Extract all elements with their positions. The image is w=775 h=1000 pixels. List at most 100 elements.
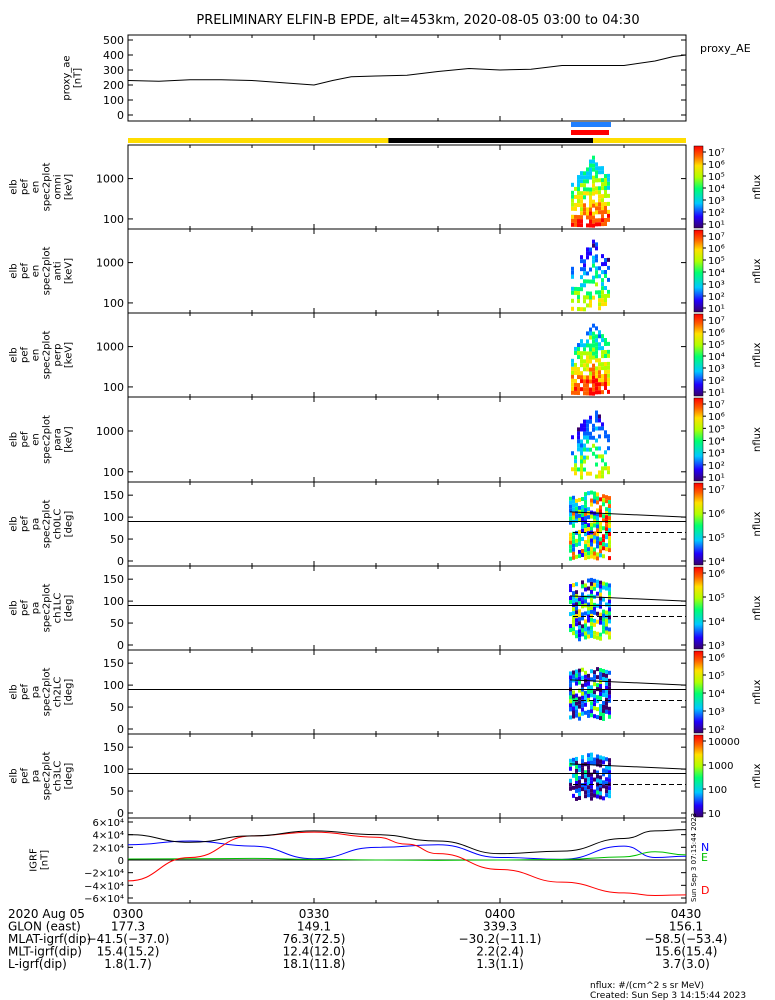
y-tick-label: 100 [103, 763, 124, 776]
spec-cell [587, 777, 590, 782]
spec-cell [601, 170, 604, 175]
spec-cell [596, 683, 599, 688]
spec-cell [574, 463, 577, 468]
spec-cell [574, 390, 577, 395]
spec-cell [583, 183, 586, 188]
spec-cell [608, 540, 611, 545]
spec-cell [604, 430, 607, 435]
spec-cell [581, 580, 584, 585]
spec-cell [578, 768, 581, 773]
spec-cell [571, 435, 574, 440]
spec-cell [580, 223, 583, 228]
spec-cell [569, 600, 572, 605]
spec-cell [602, 538, 605, 543]
spec-cell [583, 259, 586, 264]
spec-cell [593, 551, 596, 556]
spec-cell [587, 713, 590, 718]
spec-cell [605, 535, 608, 540]
ae-line [127, 54, 687, 86]
spec-cell [608, 583, 611, 588]
spec-cell [599, 549, 602, 554]
spec-cell [599, 521, 602, 526]
spec-cell [583, 263, 586, 268]
spec-cell [595, 454, 598, 459]
spec-cell [583, 187, 586, 192]
spec-cell [592, 351, 595, 356]
spec-cell [601, 374, 604, 379]
y-tick-label: 100 [103, 381, 124, 394]
spec-cell [577, 219, 580, 224]
spec-cell [608, 524, 611, 529]
spec-cell [577, 351, 580, 356]
y-tick-label: 1000 [96, 173, 124, 186]
panel-ylabel-line: en [31, 433, 42, 446]
orbit-row-label: 2020 Aug 05 [8, 907, 85, 921]
spec-cell [601, 454, 604, 459]
spec-cell [569, 679, 572, 684]
orbit-row-value: 177.3 [111, 920, 145, 934]
spec-cell [581, 604, 584, 609]
spec-cell [581, 624, 584, 629]
spec-cell [581, 703, 584, 708]
spec-cell [575, 713, 578, 718]
spec-cell [571, 451, 574, 456]
spec-cell [584, 524, 587, 529]
spec-cell [575, 618, 578, 623]
spec-cell [605, 793, 608, 798]
spec-cell [569, 512, 572, 517]
spec-cell [584, 512, 587, 517]
spec-cell [595, 174, 598, 179]
spec-cell [569, 762, 572, 767]
orbit-row-value: −30.2(−11.1) [459, 932, 542, 946]
orbit-row-value: −58.5(−53.4) [645, 932, 728, 946]
spec-cell [602, 768, 605, 773]
spec-cell [584, 595, 587, 600]
spec-cell [577, 383, 580, 388]
panel-ylabel-line: spec2plot [42, 415, 53, 464]
spec-cell [584, 520, 587, 525]
spec-cell [580, 203, 583, 208]
eclipse-bar [388, 138, 593, 143]
spec-cell [608, 682, 611, 687]
spec-cell [571, 358, 574, 363]
spec-cell [589, 387, 592, 392]
spec-cell [578, 680, 581, 685]
spec-cell [569, 540, 572, 545]
spec-cell [587, 765, 590, 770]
spec-cell [580, 455, 583, 460]
spec-cell [581, 509, 584, 514]
spec-cell [577, 179, 580, 184]
spec-cell [569, 544, 572, 549]
spec-cell [592, 367, 595, 372]
spec-cell [578, 672, 581, 677]
colorbar-title: nflux [752, 174, 763, 199]
colorbar-label: 10⁵ [708, 671, 725, 682]
spec-cell [593, 578, 596, 583]
spec-cell [596, 579, 599, 584]
spec-cell [578, 796, 581, 801]
spec-cell [590, 693, 593, 698]
spec-cell [572, 495, 575, 500]
spec-cell [604, 270, 607, 275]
spec-cell [607, 470, 610, 475]
spec-cell [589, 163, 592, 168]
spec-cell [599, 620, 602, 625]
spec-cell [584, 500, 587, 505]
spec-cell [575, 582, 578, 587]
spec-cell [589, 251, 592, 256]
spec-cell [584, 587, 587, 592]
spec-cell [581, 584, 584, 589]
spec-cell [583, 207, 586, 212]
spec-cell [589, 299, 592, 304]
spec-cell [584, 556, 587, 561]
panel-ylabel-line: para [53, 428, 64, 451]
spec-cell [575, 542, 578, 547]
spec-cell [569, 683, 572, 688]
spec-cell [587, 673, 590, 678]
spec-cell [580, 183, 583, 188]
spec-cell [595, 270, 598, 275]
y-tick-label: 2×10⁴ [93, 843, 124, 854]
spec-cell [589, 351, 592, 356]
spec-cell [599, 680, 602, 685]
